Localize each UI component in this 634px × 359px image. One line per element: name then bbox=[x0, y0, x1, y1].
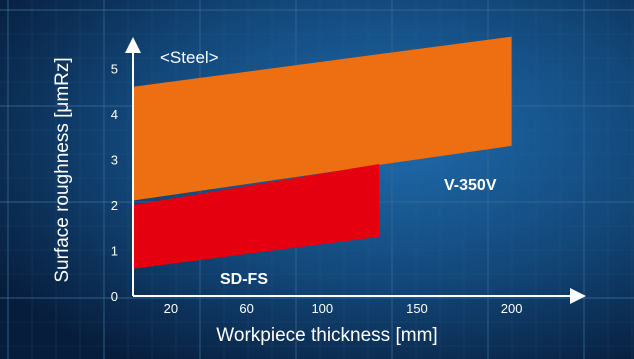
band-v-350v bbox=[133, 36, 512, 201]
series-label-sd-fs: SD-FS bbox=[220, 271, 268, 288]
x-tick-label: 20 bbox=[164, 301, 178, 316]
y-axis-title: Surface roughness [μmRz] bbox=[52, 57, 73, 282]
series-label-v-350v: V-350V bbox=[444, 177, 497, 194]
band-sd-fs bbox=[133, 164, 380, 269]
y-tick-label: 4 bbox=[111, 107, 118, 122]
y-tick-label: 2 bbox=[111, 198, 118, 213]
x-tick-labels: 20 60 100 150 200 bbox=[164, 301, 523, 316]
y-tick-label: 5 bbox=[111, 62, 118, 77]
x-axis-title: Workpiece thickness [mm] bbox=[216, 325, 437, 346]
y-tick-label: 1 bbox=[111, 244, 118, 259]
series-bands bbox=[133, 36, 512, 269]
y-tick-label: 0 bbox=[111, 289, 118, 304]
x-tick-label: 200 bbox=[501, 301, 523, 316]
y-tick-label: 3 bbox=[111, 153, 118, 168]
y-tick-labels: 0 1 2 3 4 5 bbox=[111, 62, 118, 305]
x-tick-label: 100 bbox=[311, 301, 333, 316]
x-tick-label: 60 bbox=[239, 301, 253, 316]
x-tick-label: 150 bbox=[406, 301, 428, 316]
annotation-steel: <Steel> bbox=[160, 48, 219, 67]
series-labels: V-350V SD-FS bbox=[220, 177, 497, 288]
